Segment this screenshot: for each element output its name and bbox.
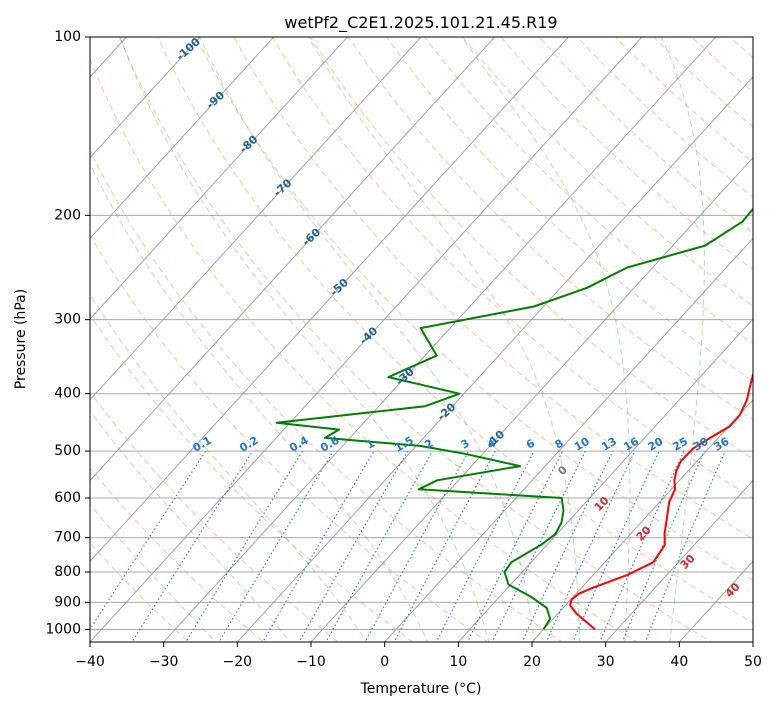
mixing-ratio-line bbox=[364, 450, 470, 642]
dry-adiabat-line bbox=[90, 313, 414, 642]
x-tick-label: −10 bbox=[296, 654, 326, 670]
profile-lines bbox=[275, 207, 753, 631]
x-tick-label: −20 bbox=[223, 654, 253, 670]
isotherm-line bbox=[90, 37, 643, 642]
x-tick-label: 20 bbox=[523, 654, 541, 670]
dry-adiabat-line bbox=[157, 37, 753, 624]
dry-adiabat-line bbox=[462, 37, 753, 307]
dry-adiabat-line bbox=[309, 37, 753, 460]
moist-adiabat-line bbox=[90, 410, 291, 642]
mixing-ratio-line bbox=[185, 450, 304, 642]
temperature-profile-line bbox=[569, 371, 753, 631]
mixing-ratio-line bbox=[262, 450, 375, 642]
dry-adiabat-line bbox=[90, 149, 564, 642]
moist-adiabat-line bbox=[119, 37, 490, 642]
isotherm-line bbox=[236, 76, 753, 642]
mixing-ratio-line bbox=[298, 450, 409, 642]
moist-adiabat-line bbox=[307, 37, 581, 642]
mixing-ratio-line bbox=[90, 450, 207, 631]
x-tick-label: 10 bbox=[449, 654, 467, 670]
moist-adiabat-line bbox=[90, 293, 367, 642]
isotherm-line bbox=[531, 399, 753, 642]
mixing-ratio-line bbox=[521, 450, 614, 642]
isotherm-line bbox=[90, 37, 201, 159]
isotherm-line bbox=[310, 156, 753, 642]
dry-adiabat-line bbox=[90, 542, 190, 642]
y-tick-label: 800 bbox=[54, 564, 81, 580]
x-tick-label: 50 bbox=[744, 654, 762, 670]
isotherm-line bbox=[163, 37, 717, 642]
plot-frame bbox=[89, 36, 754, 643]
mixing-ratio-line bbox=[621, 450, 705, 642]
x-tick-label: 0 bbox=[380, 654, 389, 670]
mixing-ratio-line bbox=[218, 450, 334, 642]
isotherm-line bbox=[90, 37, 570, 562]
x-tick-label: 30 bbox=[597, 654, 615, 670]
mixing-ratio-line bbox=[393, 450, 496, 642]
moist-adiabat-line bbox=[199, 37, 535, 642]
y-tick-label: 700 bbox=[54, 530, 81, 546]
y-tick-label: 600 bbox=[54, 490, 81, 506]
y-tick-label: 900 bbox=[54, 594, 81, 610]
moist-adiabat-line bbox=[90, 162, 429, 642]
x-tick-label: −40 bbox=[75, 654, 105, 670]
isotherm-line bbox=[90, 37, 349, 320]
dry-adiabat-line bbox=[90, 58, 638, 642]
mixing-ratio-line bbox=[131, 450, 254, 642]
moist-adiabat-line bbox=[461, 37, 631, 642]
y-tick-label: 500 bbox=[54, 443, 81, 459]
dry-adiabat-line bbox=[385, 37, 753, 382]
isotherm-line bbox=[384, 237, 753, 642]
isotherm-line bbox=[90, 37, 422, 401]
y-axis-title: Pressure (hPa) bbox=[13, 289, 29, 389]
x-tick-label: −30 bbox=[149, 654, 179, 670]
y-tick-label: 100 bbox=[54, 29, 81, 45]
axes: −40 −30 −20 −10 0 10 20 30 40 50 100 200 300 400 500 60… bbox=[45, 29, 762, 670]
x-tick-label: 40 bbox=[670, 654, 688, 670]
x-axis-title: Temperature (°C) bbox=[360, 681, 482, 697]
dry-adiabat-line bbox=[90, 467, 265, 642]
background-lines bbox=[90, 37, 753, 642]
y-tick-label: 400 bbox=[54, 386, 81, 402]
dry-adiabat-line bbox=[90, 234, 489, 642]
y-tick-label: 200 bbox=[54, 207, 81, 223]
chart-title: wetPf2_C2E1.2025.101.21.45.R19 bbox=[284, 13, 557, 33]
isotherm-line bbox=[90, 37, 275, 240]
y-tick-label: 1000 bbox=[45, 621, 81, 637]
moist-adiabat-line bbox=[661, 37, 705, 642]
mixing-ratio-line bbox=[599, 450, 685, 642]
dewpoint-profile-line bbox=[275, 207, 753, 630]
dry-adiabat-line bbox=[118, 37, 713, 642]
isotherm-line bbox=[90, 37, 496, 482]
dry-adiabat-line bbox=[271, 37, 753, 500]
y-tick-label: 300 bbox=[54, 312, 81, 328]
dry-adiabat-line bbox=[347, 37, 753, 421]
mixing-ratio-line bbox=[644, 450, 726, 642]
isotherm-line bbox=[457, 318, 753, 642]
mixing-ratio-line bbox=[572, 450, 660, 642]
isotherm-line bbox=[605, 479, 753, 642]
